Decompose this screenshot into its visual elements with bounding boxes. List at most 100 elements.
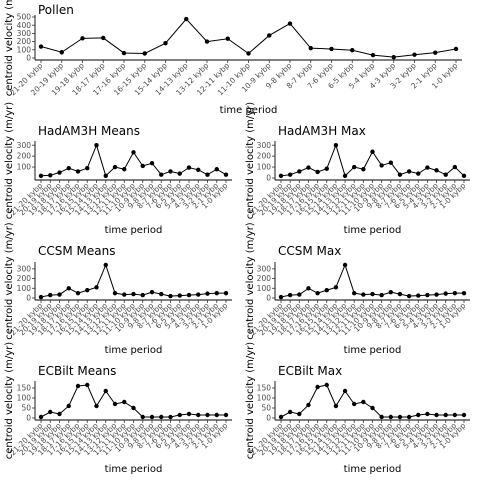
y-tick-label: 200 [17,274,32,283]
data-point [297,169,302,174]
data-point [101,35,106,41]
data-point [267,33,272,38]
data-point [48,292,53,298]
data-point [225,36,230,41]
y-tick-label: 300 [17,264,32,273]
y-tick-label: 300 [257,264,272,273]
data-point [308,45,313,51]
data-point [75,290,81,296]
chart-title: ECBilt Means [38,364,116,378]
data-point [57,292,62,297]
data-point [352,401,357,407]
y-tick-label: 200 [17,152,32,161]
data-point [38,414,44,420]
data-point [196,167,201,172]
data-point [85,288,90,293]
data-point [297,411,302,417]
data-point [168,169,173,174]
y-tick-label: 0 [266,174,271,183]
data-point [425,165,430,170]
data-point [333,285,339,290]
data-point [205,291,210,296]
data-point [342,173,348,179]
data-point [57,170,62,175]
data-point [315,384,320,390]
data-point [214,412,219,418]
data-point [149,414,155,420]
data-point [443,172,448,177]
x-axis-label: time period [105,464,163,475]
data-point [205,412,210,418]
data-point [453,46,459,52]
data-point [214,167,219,172]
y-tick-label: 100 [17,284,32,293]
y-tick-label: 100 [257,163,272,172]
data-point [103,262,108,268]
data-point [306,165,311,170]
data-point [75,169,81,174]
data-point [361,167,366,172]
data-point [103,173,108,179]
data-point [388,414,393,420]
data-point [112,401,118,407]
y-tick-label: 100 [17,394,32,403]
x-axis-label: time period [344,225,402,236]
data-point [461,173,467,179]
data-point [214,290,219,296]
data-point [370,52,376,58]
data-point [149,289,155,295]
data-point [350,48,355,53]
data-point [131,291,136,297]
data-point [416,412,421,418]
data-point [329,46,334,52]
data-point [412,52,417,57]
data-point [342,262,348,268]
data-point [159,414,164,420]
y-tick-label: 100 [257,394,272,403]
data-point [66,403,71,409]
y-tick-label: 150 [257,384,272,393]
y-axis-label: centroid velocity (m/yr) [245,222,256,340]
chart-title: HadAM3H Means [38,124,140,138]
data-point [57,411,62,417]
data-point [223,290,229,296]
data-point [443,291,448,296]
data-point [163,41,168,46]
data-point [66,165,71,171]
y-axis-label: centroid velocity (m/yr) [4,222,15,340]
data-point [324,288,329,293]
data-point [388,160,393,165]
data-point [379,292,384,298]
data-point [196,412,201,418]
data-point [287,21,293,26]
data-point [159,172,164,177]
x-axis-label: time period [105,225,163,236]
data-point [121,50,127,56]
data-point [287,172,293,177]
data-point [315,290,320,296]
data-point [315,169,320,175]
y-tick-label: 200 [17,37,32,46]
data-point [122,399,127,405]
data-point [306,286,311,291]
data-point [205,172,210,177]
data-point [94,403,99,409]
data-point [287,292,293,298]
y-tick-label: 0 [26,414,31,423]
data-point [159,291,164,297]
y-axis-label: centroid velocity (m/yr) [245,342,256,460]
data-point [433,50,438,55]
data-point [425,411,430,417]
data-point [131,405,136,411]
y-tick-label: 0 [266,414,271,423]
data-point [324,382,329,388]
data-point [66,286,71,291]
y-tick-label: 200 [257,152,272,161]
y-tick-label: 500 [17,13,32,22]
data-point [112,290,118,296]
